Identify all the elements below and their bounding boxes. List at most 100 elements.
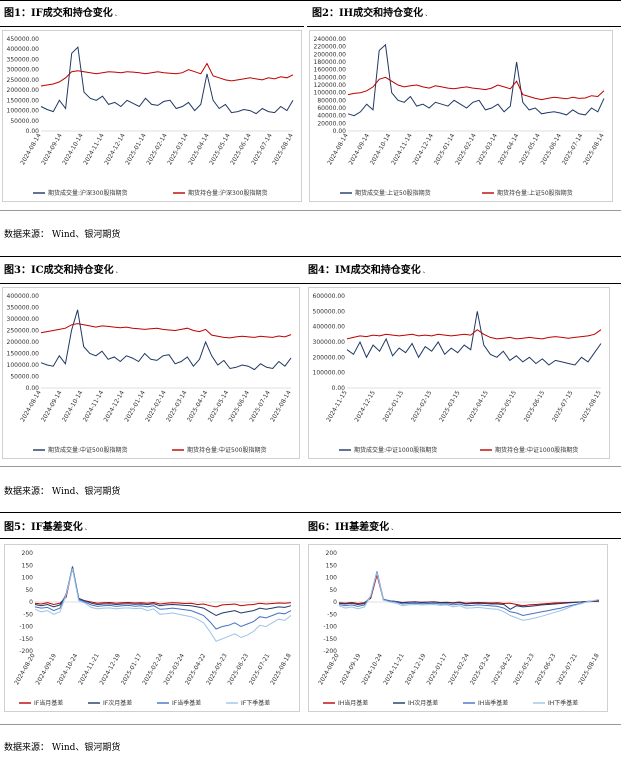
y-tick-label: 0 (29, 599, 33, 606)
bottom-rule-3 (0, 724, 621, 725)
x-tick-label: 2025-01-15 (382, 389, 406, 423)
y-tick-label: 40000.00 (317, 113, 346, 120)
y-tick-label: 240000.00 (314, 36, 347, 43)
x-tick-label: 2025-04-14 (497, 132, 521, 166)
y-tick-label: 200000.00 (314, 51, 347, 58)
y-tick-label: -200 (19, 648, 33, 655)
x-tick-label: 2025-07-21 (248, 652, 272, 686)
y-tick-label: 250000.00 (7, 77, 40, 84)
y-tick-label: 120000.00 (314, 82, 347, 89)
legend-label: IF下季基差 (241, 699, 270, 707)
x-tick-label: 2025-02-14 (145, 132, 169, 166)
x-tick-label: 2024-12-14 (103, 132, 127, 166)
x-tick-label: 2024-09-14 (40, 132, 64, 166)
title-rule-2 (307, 26, 621, 27)
y-tick-label: 100000.00 (7, 108, 40, 115)
y-tick-label: 300000.00 (7, 67, 40, 74)
title-rule-6 (304, 538, 621, 539)
x-tick-label: 2024-09-19 (35, 652, 59, 686)
x-tick-label: 2025-05-14 (518, 132, 542, 166)
x-tick-label: 2024-12-19 (99, 652, 123, 686)
x-tick-label: 2025-06-15 (523, 389, 547, 423)
y-tick-label: 160000.00 (314, 67, 347, 74)
x-tick-label: 2024-11-14 (390, 132, 414, 166)
x-tick-label: 2025-01-14 (433, 132, 457, 166)
title-rule-4 (304, 283, 621, 284)
x-tick-label: 2025-05-23 (205, 652, 229, 686)
series-line-2 (346, 329, 602, 340)
y-tick-label: 140000.00 (314, 74, 347, 81)
x-tick-label: 2024-08-14 (326, 132, 350, 166)
y-tick-label: 0.00 (26, 128, 40, 135)
chart-panel-2: 0.00 20000.00 40000.00 60000.00 80000.00 1000… (309, 30, 613, 202)
x-tick-label: 2024-09-19 (339, 652, 363, 686)
series-line-1 (40, 309, 292, 371)
top-rule-2 (310, 0, 621, 1)
y-tick-label: 100 (22, 575, 34, 582)
y-tick-label: 400000.00 (7, 293, 40, 300)
y-tick-label: 200000.00 (7, 339, 40, 346)
x-tick-label: 2025-02-14 (144, 389, 168, 423)
y-tick-label: -50 (23, 611, 33, 618)
x-tick-label: 2024-11-14 (82, 132, 106, 166)
y-tick-label: 450000.00 (7, 36, 40, 43)
series-line-1 (347, 43, 605, 117)
figure-4-title: 图4：IM成交和持仓变化、 (308, 265, 429, 276)
title-rule-3 (0, 283, 304, 284)
legend-label: 期货成交量:中证1000股指期货 (354, 446, 437, 454)
legend-label: 期货成交量:上证50股指期货 (355, 189, 431, 197)
y-tick-label: 0.00 (26, 385, 40, 392)
x-tick-label: 2025-04-22 (184, 652, 208, 686)
legend-label: 期货持仓量:中证500股指期货 (187, 446, 266, 454)
figure-1-title: 图1：IF成交和持仓变化、 (4, 8, 121, 19)
x-tick-label: 2024-08-14 (19, 389, 43, 423)
x-tick-label: 2024-10-24 (361, 652, 385, 686)
x-tick-label: 2025-03-15 (438, 389, 462, 423)
x-tick-label: 2025-02-14 (454, 132, 478, 166)
y-tick-label: 220000.00 (314, 44, 347, 51)
x-tick-label: 2025-06-23 (534, 652, 558, 686)
x-tick-label: 2024-12-15 (353, 389, 377, 423)
figure-5-title: 图5：IF基差变化、 (4, 522, 91, 533)
x-tick-label: 2025-05-14 (207, 389, 231, 423)
y-tick-label: 150 (326, 562, 338, 569)
y-tick-label: 0 (333, 599, 337, 606)
y-tick-label: 50 (329, 587, 337, 594)
legend-label: IH当月基差 (338, 699, 368, 707)
legend-label: 期货成交量:沪深300股指期货 (48, 189, 127, 197)
x-tick-label: 2025-08-14 (269, 389, 293, 423)
x-tick-label: 2025-03-14 (166, 132, 190, 166)
y-tick-label: 250000.00 (7, 328, 40, 335)
y-tick-label: 300000.00 (7, 316, 40, 323)
x-tick-label: 2025-04-22 (491, 652, 515, 686)
y-tick-label: 20000.00 (317, 120, 346, 127)
x-tick-label: 2024-12-19 (404, 652, 428, 686)
legend-label: 期货持仓量:沪深300股指期货 (188, 189, 267, 197)
x-tick-label: 2025-08-18 (577, 652, 601, 686)
y-tick-label: 0.00 (333, 128, 347, 135)
y-tick-label: 100000.00 (313, 370, 346, 377)
series-line-1 (338, 573, 600, 607)
x-tick-label: 2025-03-24 (469, 652, 493, 686)
bottom-rule-2 (0, 466, 621, 467)
legend-label: IH下季基差 (548, 699, 578, 707)
series-line-1 (40, 46, 294, 115)
x-tick-label: 2024-12-14 (103, 389, 127, 423)
chart-panel-4: 0.00 100000.00 200000.00 300000.00 400000.00… (308, 287, 610, 459)
x-tick-label: 2025-06-23 (227, 652, 251, 686)
series-line-2 (40, 62, 294, 87)
y-tick-label: 50 (25, 587, 33, 594)
x-tick-label: 2025-08-14 (582, 132, 606, 166)
x-tick-label: 2025-02-15 (410, 389, 434, 423)
source-note-2: 数据来源： Wind、银河期货 (4, 487, 121, 497)
x-tick-label: 2024-09-14 (40, 389, 64, 423)
figure-6-title: 图6：IH基差变化、 (308, 522, 398, 533)
y-tick-label: 100000.00 (7, 362, 40, 369)
series-line-3 (34, 567, 292, 630)
y-tick-label: 80000.00 (317, 97, 346, 104)
y-tick-label: 150 (22, 562, 34, 569)
y-tick-label: 350000.00 (7, 305, 40, 312)
chart-panel-1: 0.00 50000.00 100000.00 150000.00 200000.00 2… (2, 30, 302, 202)
legend-label: IH次月基差 (408, 699, 438, 707)
x-tick-label: 2025-08-14 (271, 132, 295, 166)
